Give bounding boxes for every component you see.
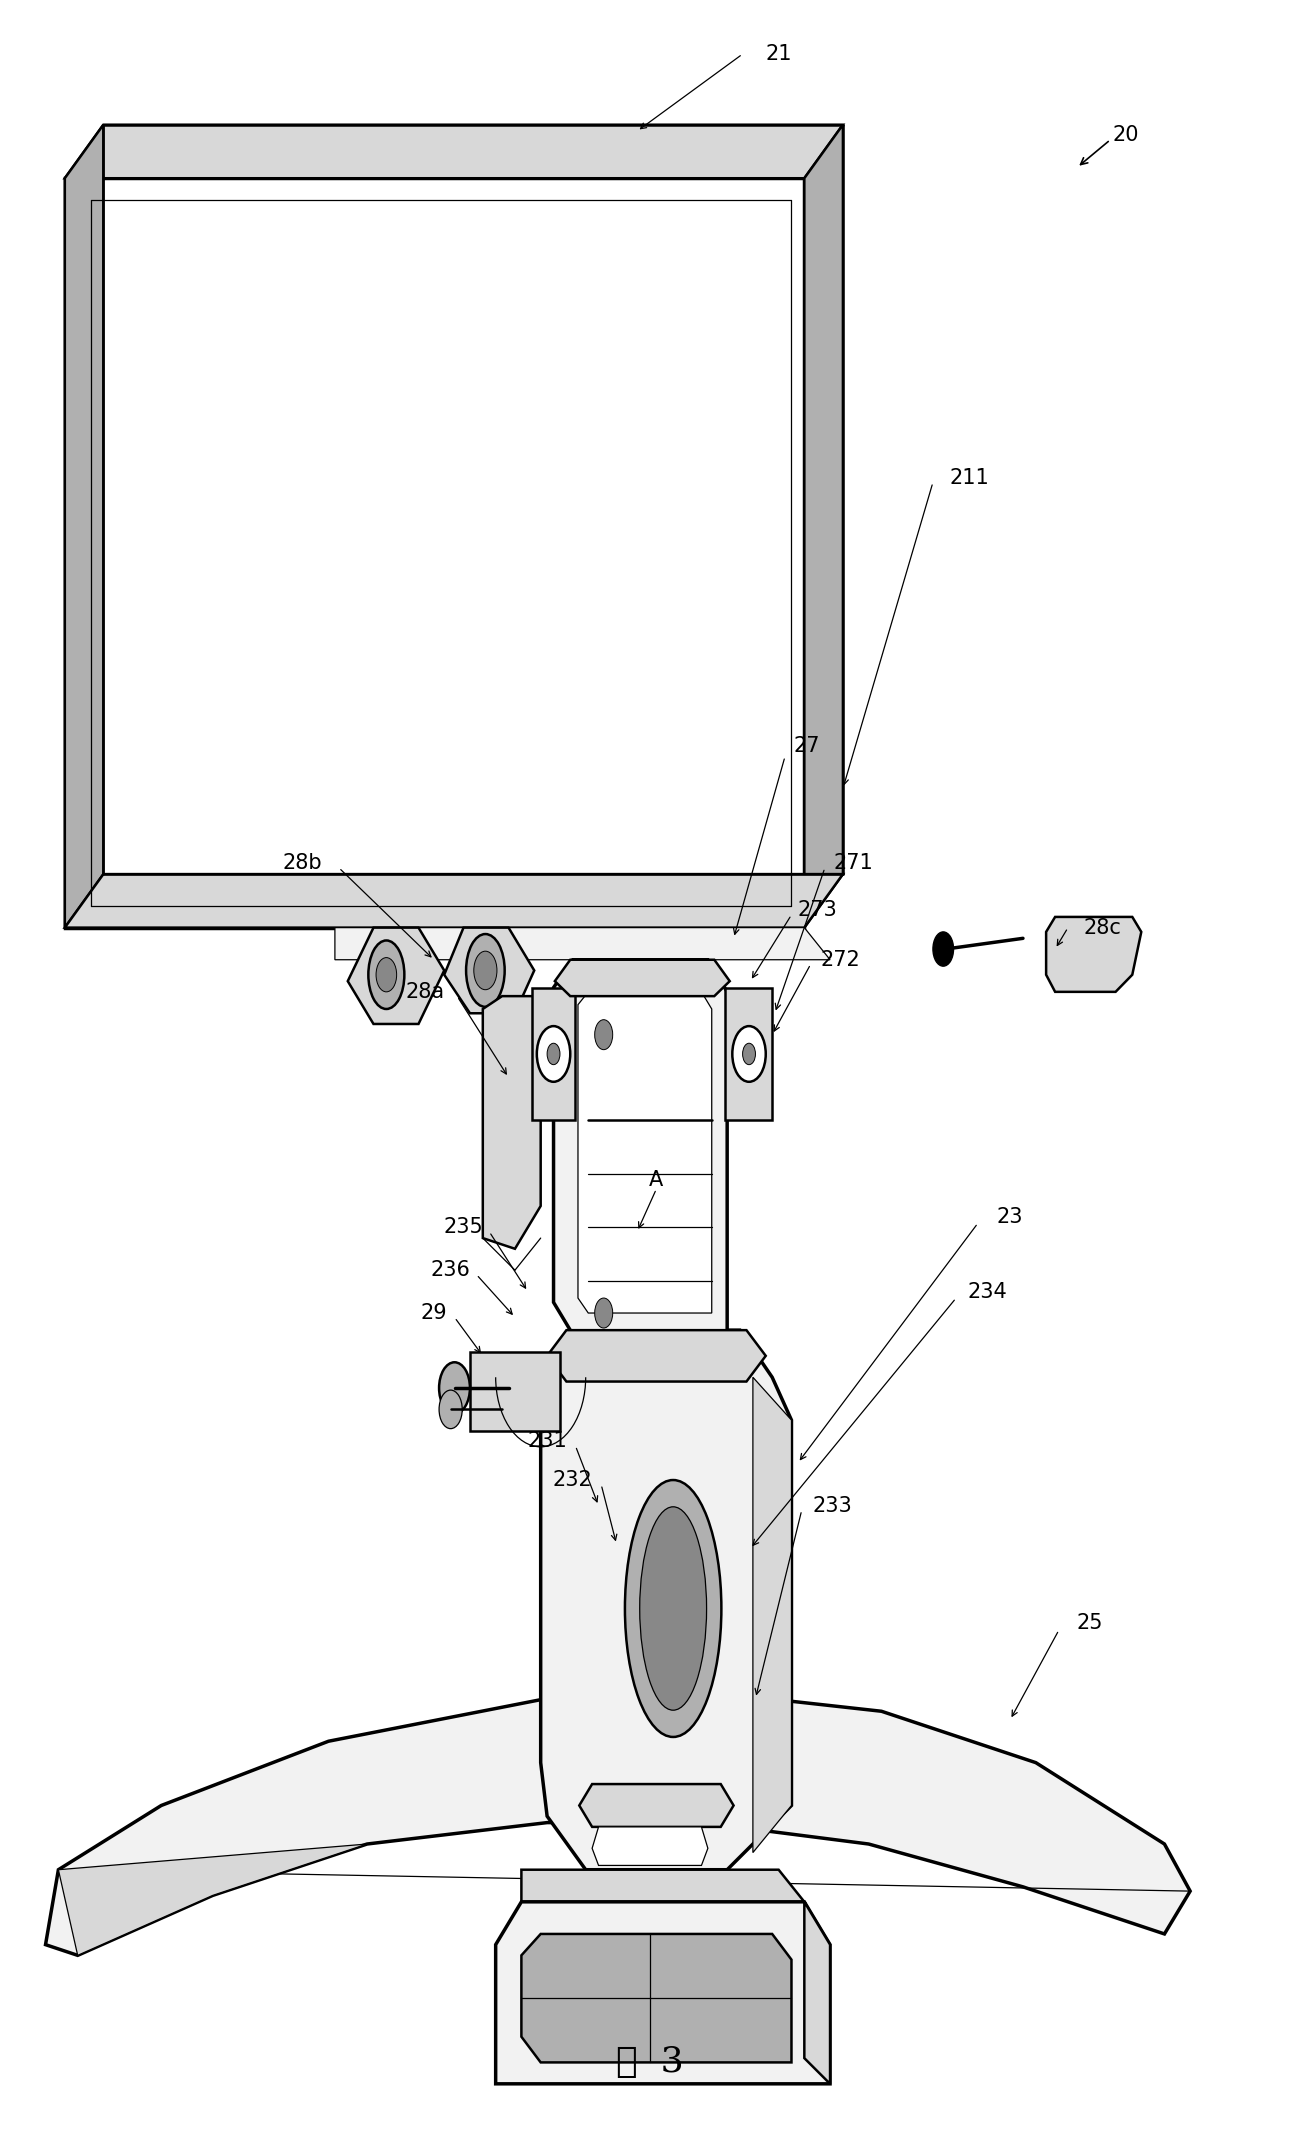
- Polygon shape: [541, 1330, 792, 1871]
- Text: 图  3: 图 3: [616, 2045, 684, 2080]
- Polygon shape: [445, 927, 534, 1013]
- Circle shape: [473, 950, 497, 989]
- Text: 232: 232: [552, 1470, 593, 1489]
- Polygon shape: [753, 1377, 792, 1853]
- Polygon shape: [65, 125, 104, 927]
- Circle shape: [594, 1019, 612, 1049]
- Circle shape: [594, 1297, 612, 1327]
- Polygon shape: [805, 1903, 831, 2084]
- Text: 27: 27: [794, 735, 820, 756]
- Text: 231: 231: [528, 1431, 567, 1452]
- Polygon shape: [547, 1330, 766, 1381]
- Ellipse shape: [467, 933, 504, 1006]
- Polygon shape: [532, 987, 576, 1121]
- Polygon shape: [65, 179, 805, 927]
- Text: 20: 20: [1113, 125, 1139, 144]
- Polygon shape: [58, 1845, 367, 1955]
- Polygon shape: [521, 1933, 792, 2062]
- Text: 271: 271: [833, 853, 874, 873]
- Text: 235: 235: [443, 1218, 484, 1237]
- Polygon shape: [555, 959, 729, 996]
- Ellipse shape: [625, 1480, 722, 1737]
- Text: 21: 21: [766, 43, 792, 65]
- Polygon shape: [65, 875, 842, 927]
- Circle shape: [376, 957, 396, 991]
- Text: 236: 236: [430, 1261, 471, 1280]
- Polygon shape: [482, 996, 541, 1248]
- Text: 28c: 28c: [1084, 918, 1122, 937]
- Circle shape: [439, 1362, 469, 1414]
- Polygon shape: [495, 1903, 831, 2084]
- Text: 25: 25: [1076, 1614, 1104, 1633]
- Polygon shape: [724, 987, 772, 1121]
- Text: 272: 272: [820, 950, 861, 970]
- Circle shape: [933, 931, 953, 965]
- Text: 211: 211: [949, 468, 989, 487]
- Text: 28b: 28b: [283, 853, 322, 873]
- Polygon shape: [65, 125, 842, 179]
- Polygon shape: [805, 125, 842, 927]
- Polygon shape: [521, 1871, 805, 1903]
- Circle shape: [439, 1390, 463, 1429]
- Circle shape: [547, 1043, 560, 1065]
- Text: 273: 273: [797, 901, 837, 920]
- Polygon shape: [469, 1351, 560, 1431]
- Circle shape: [537, 1026, 571, 1082]
- Polygon shape: [46, 1694, 1191, 1955]
- Polygon shape: [554, 959, 727, 1334]
- Text: 23: 23: [997, 1207, 1023, 1226]
- Polygon shape: [578, 991, 711, 1312]
- Ellipse shape: [640, 1506, 707, 1711]
- Circle shape: [742, 1043, 755, 1065]
- Polygon shape: [335, 927, 831, 959]
- Text: 28a: 28a: [406, 983, 445, 1002]
- Circle shape: [732, 1026, 766, 1082]
- Ellipse shape: [368, 940, 404, 1009]
- Polygon shape: [1046, 916, 1141, 991]
- Text: 234: 234: [967, 1282, 1006, 1302]
- Text: 233: 233: [812, 1496, 853, 1515]
- Polygon shape: [580, 1784, 733, 1827]
- Polygon shape: [348, 927, 445, 1024]
- Polygon shape: [592, 1827, 708, 1866]
- Text: A: A: [649, 1170, 663, 1190]
- Text: 29: 29: [421, 1304, 447, 1323]
